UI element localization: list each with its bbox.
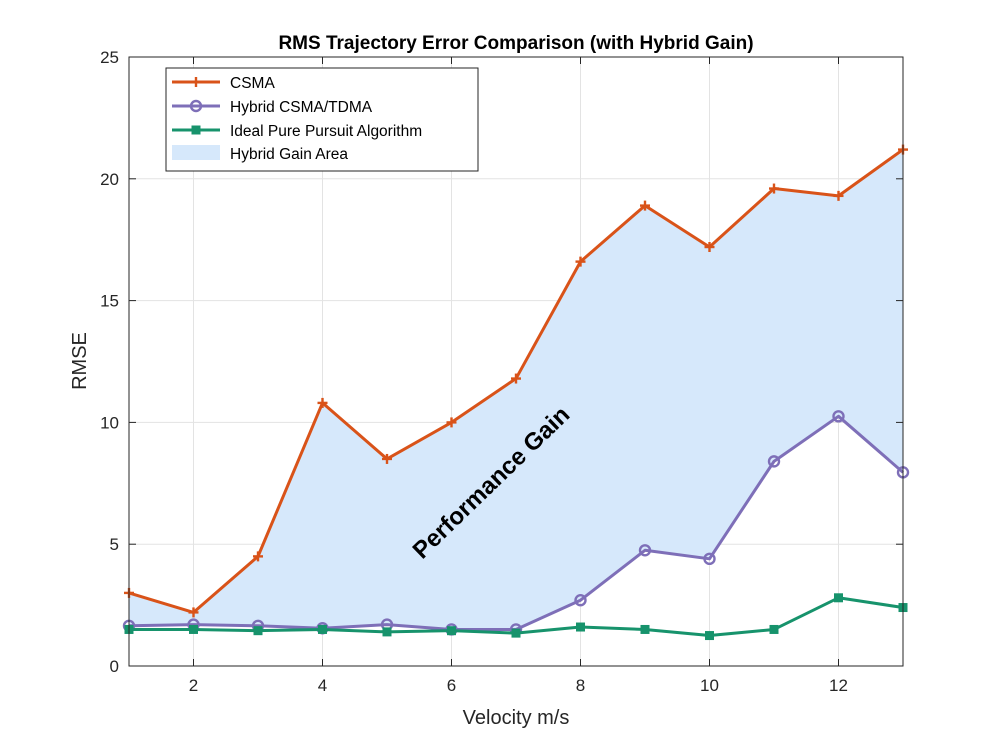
legend-marker-ideal — [191, 125, 201, 135]
legend-label-hybrid: Hybrid CSMA/TDMA — [230, 99, 373, 116]
x-tick-label: 8 — [576, 676, 585, 695]
legend-marker-hybrid — [189, 99, 203, 113]
x-tick-label: 2 — [189, 676, 198, 695]
x-tick-label: 10 — [700, 676, 719, 695]
y-tick-label: 10 — [100, 413, 119, 432]
data-point-ideal-pure-pursuit-algorithm — [640, 624, 650, 634]
legend-entry-hybrid: Hybrid CSMA/TDMA — [172, 99, 373, 116]
data-point-csma — [511, 373, 521, 384]
data-point-csma — [833, 190, 844, 201]
chart-title: RMS Trajectory Error Comparison (with Hy… — [278, 33, 753, 54]
legend-entry-area: Hybrid Gain Area — [172, 145, 348, 163]
legend-label-ideal: Ideal Pure Pursuit Algorithm — [230, 123, 422, 140]
data-point-csma — [317, 397, 328, 408]
data-point-hybrid-csma-tdma — [574, 594, 587, 607]
data-point-ideal-pure-pursuit-algorithm — [834, 593, 843, 603]
hybrid-gain-area — [129, 149, 903, 630]
y-tick-label: 25 — [100, 48, 119, 67]
legend-label-csma: CSMA — [230, 75, 275, 92]
legend: CSMA Hybrid CSMA/TDMA Ideal Pure Pursuit… — [165, 67, 479, 172]
y-tick-label: 0 — [110, 657, 119, 676]
legend-entry-csma: CSMA — [172, 75, 275, 92]
data-point-csma — [769, 183, 779, 194]
legend-swatch-area — [172, 145, 220, 160]
x-axis-title: Velocity m/s — [463, 707, 570, 729]
data-point-csma — [575, 256, 586, 267]
data-point-csma — [640, 200, 650, 211]
series-ideal-pure-pursuit-algorithm — [124, 593, 908, 641]
data-point-csma — [382, 453, 392, 464]
y-axis-title: RMSE — [69, 332, 91, 390]
legend-label-area: Hybrid Gain Area — [230, 146, 348, 163]
legend-entry-ideal: Ideal Pure Pursuit Algorithm — [172, 123, 422, 140]
legend-marker-csma — [191, 77, 201, 87]
ticks: 2 4 6 8 10 12 0 5 10 15 20 25 — [100, 48, 903, 695]
data-point-ideal-pure-pursuit-algorithm — [447, 626, 456, 636]
data-point-hybrid-csma-tdma — [767, 455, 781, 468]
data-point-ideal-pure-pursuit-algorithm — [318, 624, 327, 634]
x-tick-label: 12 — [829, 676, 848, 695]
data-point-csma — [188, 607, 199, 618]
x-tick-label: 6 — [447, 676, 456, 695]
data-point-ideal-pure-pursuit-algorithm — [189, 624, 198, 634]
x-tick-label: 4 — [318, 676, 327, 695]
data-point-ideal-pure-pursuit-algorithm — [382, 627, 392, 637]
data-point-hybrid-csma-tdma — [703, 552, 716, 566]
data-point-ideal-pure-pursuit-algorithm — [253, 626, 263, 636]
data-point-ideal-pure-pursuit-algorithm — [769, 624, 779, 634]
data-point-csma — [446, 417, 457, 428]
data-point-ideal-pure-pursuit-algorithm — [705, 631, 714, 641]
plot-frame — [128, 56, 904, 667]
legend-marker-point — [191, 77, 201, 87]
series-layer — [122, 144, 910, 641]
y-tick-label: 20 — [100, 170, 119, 189]
data-point-ideal-pure-pursuit-algorithm — [511, 628, 521, 638]
data-point-hybrid-csma-tdma — [832, 410, 845, 423]
y-tick-label: 5 — [110, 535, 119, 554]
data-point-csma — [253, 551, 263, 562]
legend-marker-point — [189, 99, 203, 113]
legend-marker-point — [191, 125, 201, 135]
y-tick-label: 15 — [100, 292, 119, 311]
data-point-csma — [704, 242, 715, 253]
data-point-ideal-pure-pursuit-algorithm — [576, 622, 585, 632]
hybrid-gain-area-layer — [129, 149, 903, 630]
data-point-hybrid-csma-tdma — [638, 544, 652, 557]
